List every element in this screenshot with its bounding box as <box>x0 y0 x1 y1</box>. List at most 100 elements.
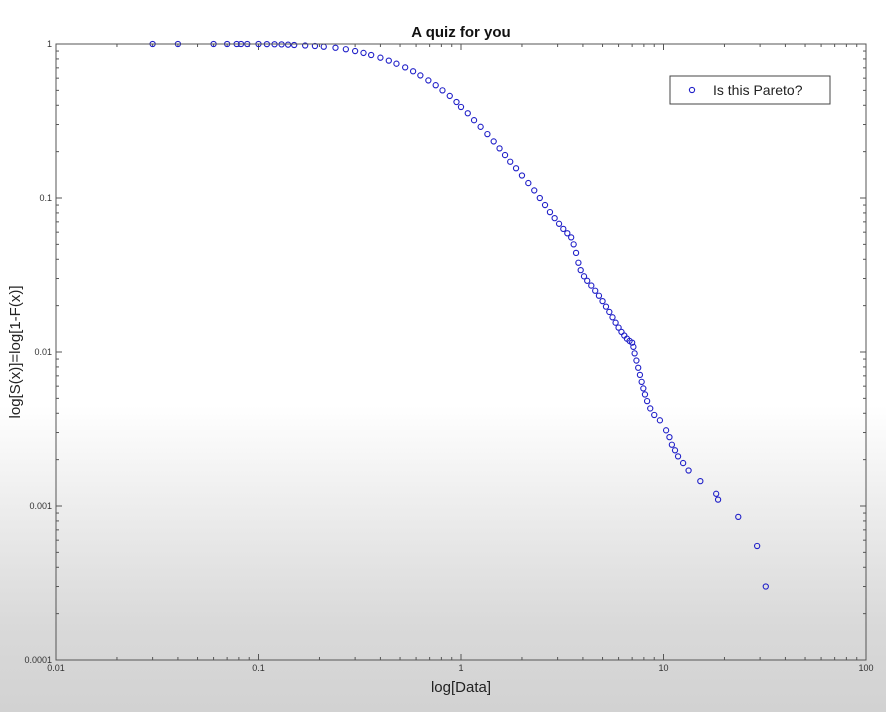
legend-box <box>669 75 831 105</box>
data-point <box>662 427 670 434</box>
data-point <box>606 308 613 316</box>
data-point <box>609 314 616 321</box>
data-point <box>385 57 392 64</box>
data-point <box>402 64 409 71</box>
data-points <box>149 40 769 590</box>
data-point <box>651 411 658 419</box>
data-point <box>580 273 588 280</box>
data-point <box>666 433 673 441</box>
data-point <box>470 117 478 124</box>
data-point <box>753 542 761 550</box>
y-axis-label: log[S(x)]=log[1-F(x)] <box>7 286 24 419</box>
data-point <box>518 172 526 179</box>
data-point <box>311 42 319 50</box>
data-point <box>568 234 575 241</box>
data-point <box>602 303 610 310</box>
y-tick-label: 0.0001 <box>24 655 52 665</box>
data-point <box>446 92 453 100</box>
data-point <box>541 201 549 209</box>
data-point <box>674 453 682 460</box>
data-point <box>560 225 567 233</box>
data-point <box>525 179 532 187</box>
data-point <box>647 405 654 412</box>
legend: Is this Pareto? <box>669 75 831 105</box>
legend-entry-label: Is this Pareto? <box>713 82 803 98</box>
x-tick-label: 10 <box>658 663 668 673</box>
data-point <box>496 145 503 152</box>
data-point <box>477 123 484 130</box>
chart-title: A quiz for you <box>411 24 510 41</box>
data-point <box>595 292 603 299</box>
data-point <box>641 391 649 398</box>
data-point <box>564 230 571 237</box>
data-point <box>432 82 439 89</box>
data-point <box>615 324 622 331</box>
data-point <box>714 496 722 503</box>
x-tick-label: 0.1 <box>252 663 265 673</box>
data-point <box>546 208 554 216</box>
data-point <box>570 241 577 248</box>
data-point <box>577 267 584 274</box>
data-point <box>631 350 638 357</box>
data-point <box>592 287 599 294</box>
data-point <box>668 441 676 448</box>
data-point <box>302 42 309 49</box>
plot-area <box>56 44 866 660</box>
legend-marker-circle-icon <box>688 86 696 94</box>
axis-tick-labels: 0.01 0.1 1 10 100 0.0001 0.001 0.01 0.1 1 <box>24 39 873 673</box>
data-point <box>584 277 591 284</box>
data-point <box>360 49 367 57</box>
data-point <box>531 187 538 194</box>
data-point <box>501 151 509 159</box>
data-point <box>643 397 651 405</box>
data-point <box>679 459 687 467</box>
data-point <box>377 54 384 61</box>
data-point <box>409 68 417 75</box>
plot-frame <box>55 43 867 661</box>
data-point <box>512 165 520 172</box>
data-point <box>635 364 642 371</box>
data-point <box>425 77 432 84</box>
data-point <box>713 490 720 497</box>
data-point <box>555 220 563 227</box>
data-point <box>630 343 637 351</box>
data-point <box>697 477 704 485</box>
data-point <box>417 72 424 79</box>
data-point <box>536 194 543 202</box>
y-tick-label: 0.1 <box>39 193 52 203</box>
data-point <box>439 87 446 94</box>
data-point <box>671 447 679 454</box>
data-point <box>685 467 692 474</box>
x-tick-label: 100 <box>858 663 873 673</box>
x-tick-label: 1 <box>458 663 463 673</box>
data-point <box>612 319 619 326</box>
data-point <box>484 130 491 138</box>
data-point <box>457 103 465 111</box>
data-point <box>393 60 400 67</box>
data-point <box>628 339 636 346</box>
data-point <box>368 51 375 59</box>
y-tick-label: 0.001 <box>29 501 52 511</box>
data-point <box>284 41 292 48</box>
data-point <box>551 214 558 222</box>
data-point <box>735 513 742 521</box>
data-point <box>490 138 497 145</box>
x-axis-label: log[Data] <box>431 679 491 696</box>
data-point <box>572 249 580 257</box>
data-point <box>342 46 350 53</box>
data-point <box>453 98 460 106</box>
data-point <box>599 297 606 305</box>
data-point <box>638 378 645 385</box>
data-point <box>762 583 769 590</box>
y-tick-label: 0.01 <box>34 347 52 357</box>
data-point <box>507 158 514 165</box>
data-point <box>291 41 298 49</box>
data-point <box>332 44 339 51</box>
data-point <box>636 371 644 379</box>
y-tick-label: 1 <box>47 39 52 49</box>
data-point <box>351 47 359 55</box>
x-tick-label: 0.01 <box>47 663 65 673</box>
data-point <box>464 110 471 117</box>
data-point <box>588 282 595 289</box>
